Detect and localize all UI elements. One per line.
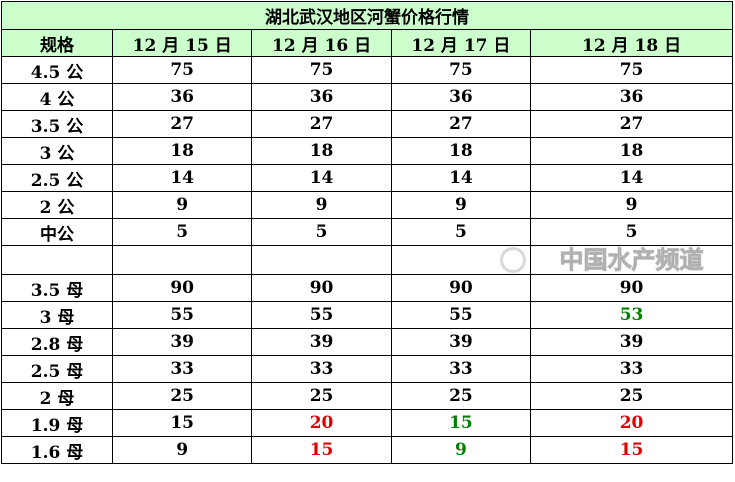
spec-cell: 2.8 母 bbox=[1, 328, 113, 356]
price-cell: 15 bbox=[390, 409, 532, 437]
price-cell: 5 bbox=[390, 218, 532, 246]
price-cell: 27 bbox=[111, 110, 253, 138]
table-row: 4.5 公 75 75 75 75 bbox=[1, 56, 733, 84]
price-cell: 9 bbox=[390, 436, 532, 464]
price-cell: 9 bbox=[530, 191, 733, 219]
table-title: 湖北武汉地区河蟹价格行情 bbox=[1, 1, 733, 30]
watermark-globe-icon bbox=[500, 247, 527, 273]
spec-cell bbox=[1, 245, 113, 275]
table-row: 2 母 25 25 25 25 bbox=[1, 382, 733, 410]
price-cell: 75 bbox=[111, 56, 253, 84]
spec-cell: 2.5 母 bbox=[1, 355, 113, 383]
price-cell: 90 bbox=[111, 274, 253, 302]
price-cell: 5 bbox=[111, 218, 253, 246]
price-cell bbox=[251, 245, 392, 275]
price-cell: 55 bbox=[251, 301, 392, 329]
spec-cell: 3.5 公 bbox=[1, 110, 113, 138]
spec-cell: 3 公 bbox=[1, 137, 113, 165]
spec-cell: 1.9 母 bbox=[1, 409, 113, 437]
price-cell: 14 bbox=[530, 164, 733, 192]
price-cell: 75 bbox=[390, 56, 532, 84]
spec-cell: 4 公 bbox=[1, 83, 113, 111]
price-cell: 27 bbox=[530, 110, 733, 138]
spec-cell: 1.6 母 bbox=[1, 436, 113, 464]
table-row: 2.8 母 39 39 39 39 bbox=[1, 328, 733, 356]
price-cell: 33 bbox=[251, 355, 392, 383]
price-cell bbox=[390, 245, 532, 275]
price-cell: 中国水产频道 bbox=[530, 245, 733, 275]
spec-cell: 3.5 母 bbox=[1, 274, 113, 302]
price-cell: 14 bbox=[111, 164, 253, 192]
price-cell: 9 bbox=[251, 191, 392, 219]
watermark: 中国水产频道 bbox=[559, 246, 704, 275]
price-cell: 53 bbox=[530, 301, 733, 329]
table-row: 4 公 36 36 36 36 bbox=[1, 83, 733, 111]
header-date: 12 月 17 日 bbox=[390, 29, 532, 57]
price-cell: 18 bbox=[111, 137, 253, 165]
price-cell: 9 bbox=[390, 191, 532, 219]
table-row: 1.6 母 9 15 9 15 bbox=[1, 436, 733, 464]
price-cell: 18 bbox=[251, 137, 392, 165]
price-cell bbox=[111, 245, 253, 275]
price-cell: 15 bbox=[530, 436, 733, 464]
table-row: 中公 5 5 5 5 bbox=[1, 218, 733, 246]
price-cell: 55 bbox=[390, 301, 532, 329]
price-cell: 39 bbox=[530, 328, 733, 356]
table-row: 1.9 母 15 20 15 20 bbox=[1, 409, 733, 437]
price-cell: 14 bbox=[390, 164, 532, 192]
price-cell: 9 bbox=[111, 436, 253, 464]
spec-cell: 2 公 bbox=[1, 191, 113, 219]
price-cell: 90 bbox=[390, 274, 532, 302]
price-cell: 39 bbox=[111, 328, 253, 356]
price-cell: 75 bbox=[251, 56, 392, 84]
header-date: 12 月 18 日 bbox=[530, 29, 733, 57]
table-row: 3 母 55 55 55 53 bbox=[1, 301, 733, 329]
price-cell: 55 bbox=[111, 301, 253, 329]
price-cell: 75 bbox=[530, 56, 733, 84]
spec-cell: 2 母 bbox=[1, 382, 113, 410]
price-cell: 20 bbox=[530, 409, 733, 437]
price-cell: 18 bbox=[390, 137, 532, 165]
price-cell: 36 bbox=[111, 83, 253, 111]
table-row: 2.5 母 33 33 33 33 bbox=[1, 355, 733, 383]
header-date: 12 月 16 日 bbox=[251, 29, 392, 57]
price-cell: 90 bbox=[251, 274, 392, 302]
price-cell: 27 bbox=[390, 110, 532, 138]
spec-cell: 4.5 公 bbox=[1, 56, 113, 84]
price-cell: 33 bbox=[530, 355, 733, 383]
table-row: 中国水产频道 bbox=[1, 245, 733, 275]
price-cell: 15 bbox=[251, 436, 392, 464]
price-cell: 27 bbox=[251, 110, 392, 138]
price-cell: 15 bbox=[111, 409, 253, 437]
price-cell: 33 bbox=[111, 355, 253, 383]
price-cell: 90 bbox=[530, 274, 733, 302]
spec-cell: 3 母 bbox=[1, 301, 113, 329]
price-cell: 36 bbox=[390, 83, 532, 111]
price-cell: 14 bbox=[251, 164, 392, 192]
price-cell: 18 bbox=[530, 137, 733, 165]
price-cell: 39 bbox=[390, 328, 532, 356]
table-row: 3.5 公 27 27 27 27 bbox=[1, 110, 733, 138]
spec-cell: 中公 bbox=[1, 218, 113, 246]
table-row: 3.5 母 90 90 90 90 bbox=[1, 274, 733, 302]
header-date: 12 月 15 日 bbox=[111, 29, 253, 57]
table-row: 2.5 公 14 14 14 14 bbox=[1, 164, 733, 192]
price-cell: 36 bbox=[530, 83, 733, 111]
spec-cell: 2.5 公 bbox=[1, 164, 113, 192]
price-cell: 20 bbox=[251, 409, 392, 437]
header-spec: 规格 bbox=[1, 29, 113, 57]
price-cell: 33 bbox=[390, 355, 532, 383]
price-cell: 5 bbox=[251, 218, 392, 246]
price-cell: 25 bbox=[530, 382, 733, 410]
price-cell: 25 bbox=[251, 382, 392, 410]
price-table: 湖北武汉地区河蟹价格行情 规格 12 月 15 日 12 月 16 日 12 月… bbox=[1, 1, 733, 464]
price-cell: 25 bbox=[111, 382, 253, 410]
price-cell: 5 bbox=[530, 218, 733, 246]
price-cell: 25 bbox=[390, 382, 532, 410]
table-row: 3 公 18 18 18 18 bbox=[1, 137, 733, 165]
price-cell: 36 bbox=[251, 83, 392, 111]
price-cell: 9 bbox=[111, 191, 253, 219]
price-cell: 39 bbox=[251, 328, 392, 356]
